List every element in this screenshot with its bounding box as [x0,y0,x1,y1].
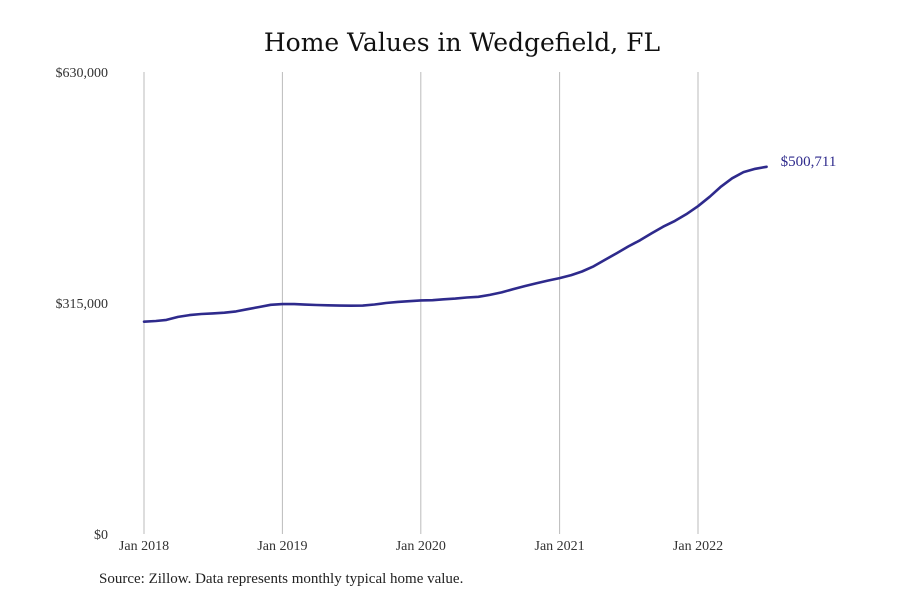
x-tick-label: Jan 2022 [673,539,723,554]
y-tick-label: $0 [94,528,108,543]
series-line [142,165,768,323]
chart-title: Home Values in Wedgefield, FL [264,28,660,57]
x-tick-label: Jan 2020 [396,539,446,554]
y-tick-label: $315,000 [56,297,109,312]
gridlines [143,72,699,534]
end-value-label: $500,711 [781,154,837,170]
line-chart: Home Values in Wedgefield, FL $0 $315,000… [56,28,837,554]
x-tick-label: Jan 2018 [119,539,169,554]
y-tick-label: $630,000 [56,66,109,81]
x-axis-ticks: Jan 2018 Jan 2019 Jan 2020 Jan 2021 Jan 2022 [119,539,723,554]
series-group [142,165,768,323]
source-note: Source: Zillow. Data represents monthly … [99,571,464,587]
y-axis-ticks: $0 $315,000 $630,000 [56,66,109,543]
x-tick-label: Jan 2019 [257,539,307,554]
x-tick-label: Jan 2021 [535,539,585,554]
